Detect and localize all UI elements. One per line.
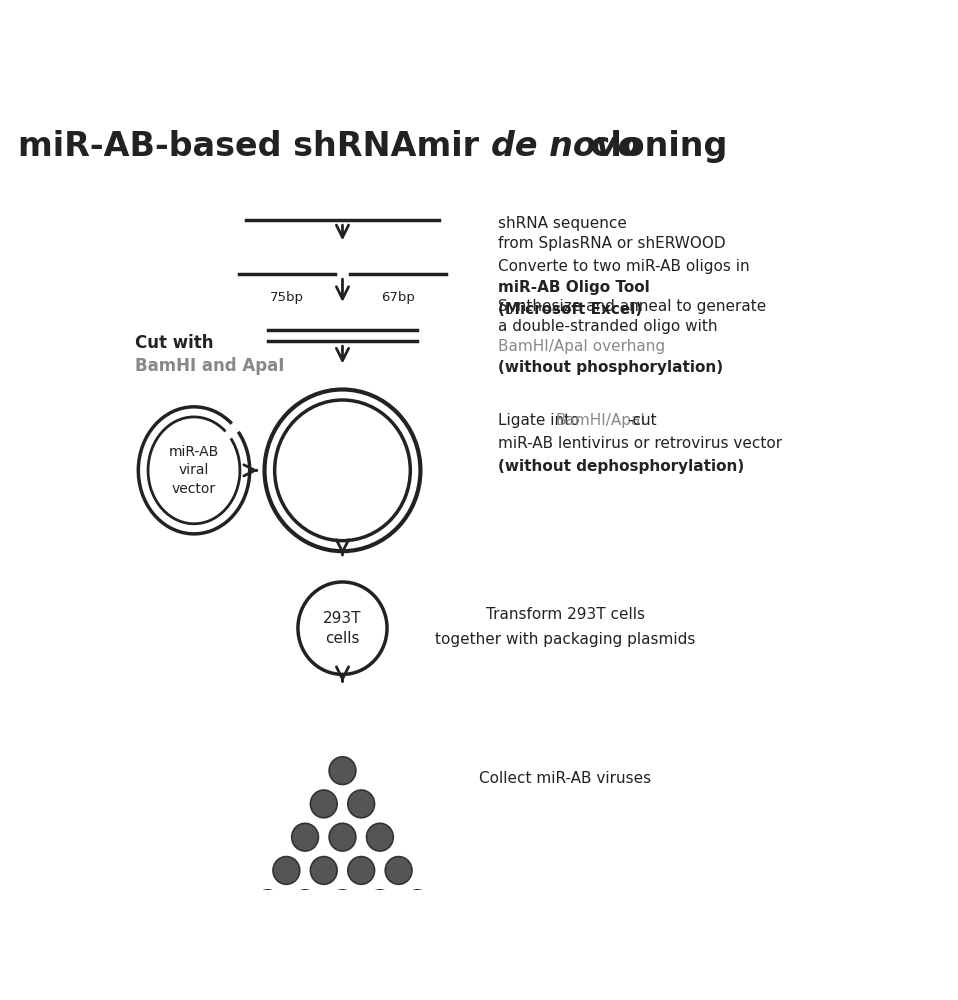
- Text: miR-AB-based shRNAmir: miR-AB-based shRNAmir: [18, 130, 490, 163]
- Text: de novo: de novo: [490, 130, 640, 163]
- Text: 293T
cells: 293T cells: [323, 611, 362, 646]
- Text: together with packaging plasmids: together with packaging plasmids: [435, 632, 696, 647]
- Text: 67bp: 67bp: [381, 291, 415, 304]
- Text: Ligate into: Ligate into: [498, 413, 584, 428]
- Text: Cut with: Cut with: [134, 334, 213, 352]
- Circle shape: [348, 790, 375, 818]
- Circle shape: [330, 823, 355, 851]
- Circle shape: [348, 857, 375, 884]
- Text: cloning: cloning: [579, 130, 727, 163]
- Circle shape: [330, 757, 355, 785]
- Text: miR-AB lentivirus or retrovirus vector: miR-AB lentivirus or retrovirus vector: [498, 436, 783, 451]
- Text: Synthesize and anneal to generate: Synthesize and anneal to generate: [498, 299, 766, 314]
- Circle shape: [367, 823, 394, 851]
- Circle shape: [273, 857, 300, 884]
- Text: BamHI/ApaI overhang: BamHI/ApaI overhang: [498, 339, 666, 354]
- Text: Collect miR-AB viruses: Collect miR-AB viruses: [479, 771, 651, 786]
- Text: a double-stranded oligo with: a double-stranded oligo with: [498, 319, 718, 334]
- Text: 75bp: 75bp: [270, 291, 304, 304]
- Text: miR-AB Oligo Tool: miR-AB Oligo Tool: [498, 280, 650, 295]
- Text: BamHI and ApaI: BamHI and ApaI: [134, 357, 284, 375]
- Circle shape: [310, 857, 337, 884]
- Text: (Microsoft Excel): (Microsoft Excel): [498, 302, 643, 317]
- Text: -cut: -cut: [627, 413, 656, 428]
- Circle shape: [330, 890, 355, 918]
- Circle shape: [385, 857, 412, 884]
- Text: miR-AB
viral
vector: miR-AB viral vector: [169, 445, 219, 496]
- Circle shape: [254, 890, 281, 918]
- Text: BamHI/ApaI: BamHI/ApaI: [556, 413, 646, 428]
- Text: (without phosphorylation): (without phosphorylation): [498, 360, 723, 375]
- Text: Converte to two miR-AB oligos in: Converte to two miR-AB oligos in: [498, 259, 750, 274]
- Circle shape: [291, 823, 318, 851]
- Text: shRNA sequence: shRNA sequence: [498, 216, 627, 231]
- Circle shape: [310, 790, 337, 818]
- Circle shape: [404, 890, 431, 918]
- Text: (without dephosphorylation): (without dephosphorylation): [498, 459, 744, 474]
- Text: Transform 293T cells: Transform 293T cells: [486, 607, 645, 622]
- Circle shape: [291, 890, 318, 918]
- Text: from SplasRNA or shERWOOD: from SplasRNA or shERWOOD: [498, 236, 726, 251]
- Circle shape: [367, 890, 394, 918]
